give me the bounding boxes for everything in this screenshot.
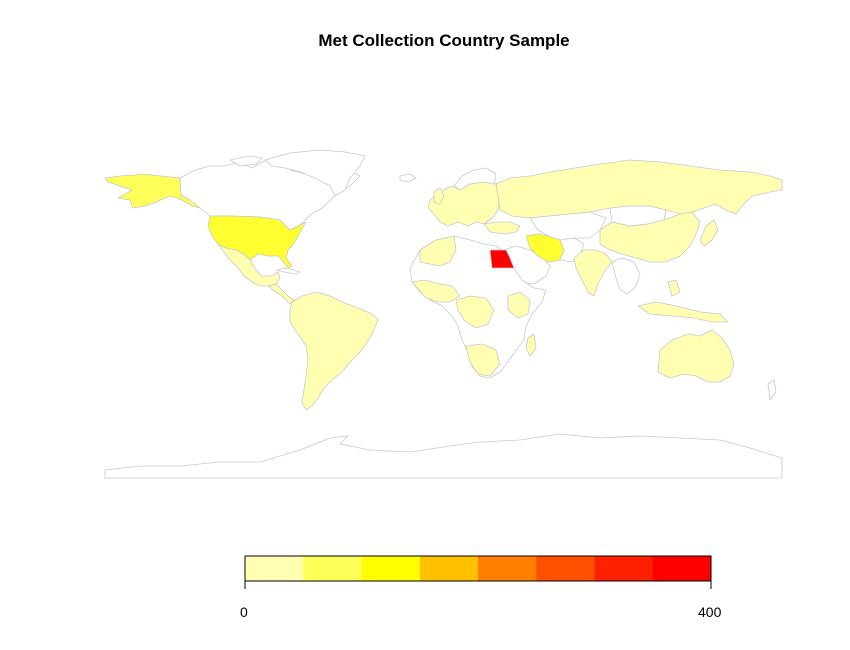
region-turkey	[483, 221, 521, 235]
region-new-zealand	[767, 379, 777, 401]
region-alaska	[104, 173, 201, 209]
region-egypt	[489, 249, 515, 269]
region-antarctica	[104, 433, 783, 479]
legend-swatch-3	[361, 556, 421, 581]
region-caribbean	[275, 267, 301, 275]
legend-min-label: 0	[240, 604, 248, 620]
region-greenland	[264, 149, 366, 197]
region-southern-africa	[465, 343, 501, 377]
region-philippines	[667, 279, 681, 297]
region-central-africa	[455, 295, 495, 329]
map-title: Met Collection Country Sample	[318, 31, 570, 50]
legend-swatch-8	[652, 556, 712, 581]
legend-swatch-7	[594, 556, 654, 581]
region-morocco-algeria	[419, 235, 457, 267]
legend-swatch-4	[419, 556, 479, 581]
region-mexico	[217, 243, 281, 287]
legend-swatch-2	[303, 556, 362, 581]
region-madagascar	[525, 333, 537, 357]
legend-swatch-1	[245, 556, 304, 581]
legend-swatch-5	[478, 556, 537, 581]
legend-border	[244, 555, 712, 582]
region-se-asia	[611, 257, 641, 295]
region-arctic-islands	[229, 155, 263, 167]
region-south-america	[289, 291, 379, 411]
region-east-africa	[507, 291, 531, 319]
region-indonesia	[637, 301, 729, 323]
region-australia	[657, 329, 735, 383]
region-uk	[433, 187, 445, 205]
legend-max-label: 400	[698, 604, 722, 620]
region-central-asia	[529, 211, 607, 241]
region-india	[573, 249, 613, 297]
region-west-africa	[411, 279, 461, 303]
region-scandinavia	[453, 167, 497, 191]
region-iceland	[399, 173, 417, 183]
region-china	[599, 211, 701, 263]
legend-swatch-6	[536, 556, 595, 581]
region-central-america	[267, 283, 295, 305]
region-japan	[699, 219, 719, 247]
